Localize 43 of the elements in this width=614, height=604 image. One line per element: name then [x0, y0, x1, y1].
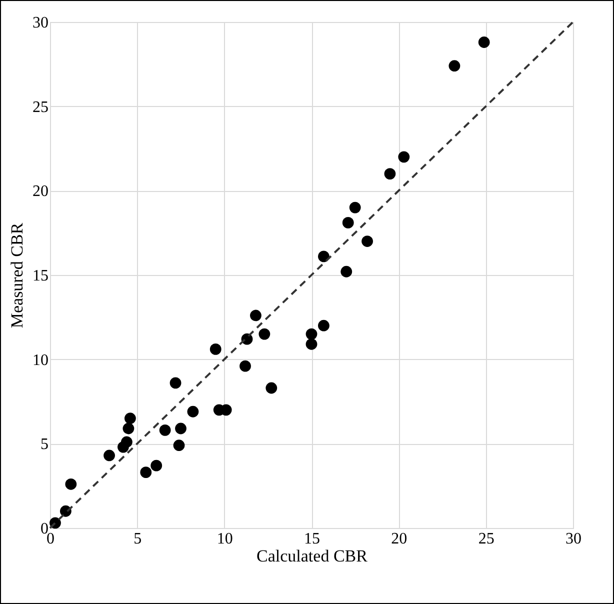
- point: [318, 320, 330, 332]
- x-tick-label: 10: [216, 530, 233, 548]
- x-tick-label: 25: [478, 530, 494, 548]
- point: [306, 328, 318, 340]
- x-tick-label: 30: [566, 530, 582, 548]
- point: [240, 360, 251, 372]
- point: [250, 310, 262, 322]
- point: [318, 250, 330, 262]
- x-axis-title: Calculated CBR: [256, 546, 368, 566]
- point: [159, 424, 171, 436]
- point: [175, 422, 186, 434]
- point: [140, 466, 152, 478]
- point: [340, 266, 352, 278]
- y-axis-title: Measured CBR: [8, 222, 26, 328]
- point: [124, 412, 136, 424]
- point: [121, 436, 132, 448]
- y-tick-label: 10: [32, 352, 48, 369]
- point: [65, 478, 77, 490]
- x-tick-label: 5: [134, 530, 142, 548]
- x-tick-label: 20: [391, 530, 408, 548]
- point: [187, 406, 199, 418]
- point: [478, 36, 490, 48]
- point: [210, 344, 222, 355]
- point: [266, 382, 278, 394]
- point: [448, 60, 460, 72]
- x-tick-label: 15: [304, 530, 320, 548]
- point: [170, 377, 182, 389]
- point: [398, 151, 410, 163]
- point: [384, 168, 396, 180]
- point: [150, 460, 162, 472]
- point: [349, 202, 361, 214]
- point: [122, 422, 134, 434]
- y-tick-label: 5: [40, 436, 48, 454]
- point: [342, 217, 354, 228]
- point: [258, 328, 270, 340]
- point: [362, 236, 373, 247]
- point: [173, 440, 185, 452]
- y-tick-label: 30: [32, 14, 48, 32]
- y-tick-label: 25: [32, 98, 48, 116]
- y-tick-label: 20: [32, 183, 48, 200]
- y-tick-label: 15: [32, 268, 48, 284]
- point: [306, 338, 318, 350]
- point: [104, 450, 115, 462]
